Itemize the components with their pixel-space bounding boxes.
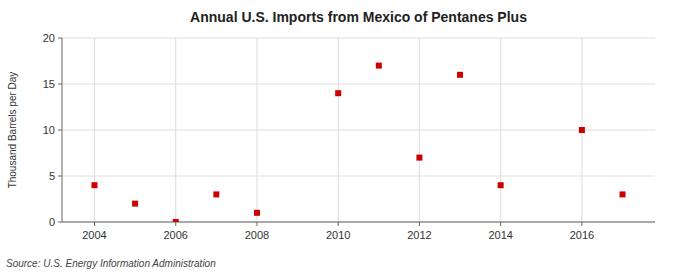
y-axis-label: Thousand Barrels per Day — [7, 72, 18, 189]
point — [132, 201, 138, 207]
x-tick — [581, 222, 582, 226]
point — [376, 63, 382, 69]
x-tick — [419, 222, 420, 226]
y-tick — [58, 222, 62, 223]
y-grid-line — [62, 222, 655, 223]
point — [620, 191, 626, 197]
x-grid-line — [94, 38, 95, 222]
point — [335, 90, 341, 96]
x-axis-line — [62, 222, 655, 223]
point — [254, 210, 260, 216]
source: Source: U.S. Energy Information Administ… — [6, 258, 216, 269]
y-tick — [58, 84, 62, 85]
x-tick — [256, 222, 257, 226]
x-grid-line — [419, 38, 420, 222]
x-grid-line — [256, 38, 257, 222]
x-tick-label: 2012 — [407, 229, 431, 241]
points — [91, 63, 625, 222]
x-tick-label: 2010 — [326, 229, 350, 241]
y-tick — [58, 38, 62, 39]
y-tick-label: 0 — [49, 216, 55, 228]
x-tick-label: 2008 — [245, 229, 269, 241]
y-tick-label: 5 — [49, 170, 55, 182]
y-grid-line — [62, 130, 655, 131]
axes: 0 5 10 15 20 2004 2006 2008 2010 2012 2014 2016 — [43, 32, 655, 241]
x-tick-label: 2014 — [488, 229, 512, 241]
point — [173, 219, 179, 222]
x-tick — [338, 222, 339, 226]
point — [416, 155, 422, 161]
y-tick-label: 15 — [43, 78, 55, 90]
plot-area — [62, 38, 655, 222]
y-grid-line — [62, 84, 655, 85]
grid — [62, 38, 655, 222]
x-tick — [175, 222, 176, 226]
title: Annual U.S. Imports from Mexico of Penta… — [190, 9, 527, 25]
x-tick — [94, 222, 95, 226]
point — [498, 182, 504, 188]
x-grid-line — [338, 38, 339, 222]
x-tick-label: 2006 — [163, 229, 187, 241]
point — [457, 72, 463, 78]
y-grid-line — [62, 176, 655, 177]
x-tick-label: 2016 — [570, 229, 594, 241]
x-grid-line — [500, 38, 501, 222]
point — [91, 182, 97, 188]
point — [213, 191, 219, 197]
chart: 0 5 10 15 20 2004 2006 2008 2010 2012 2014 2016 Annu… — [0, 0, 675, 275]
y-axis-line — [62, 38, 63, 222]
x-tick — [500, 222, 501, 226]
x-tick-label: 2004 — [82, 229, 106, 241]
y-tick — [58, 130, 62, 131]
y-tick-label: 10 — [43, 124, 55, 136]
y-tick — [58, 176, 62, 177]
y-tick-label: 20 — [43, 32, 55, 44]
y-grid-line — [62, 38, 655, 39]
x-grid-line — [175, 38, 176, 222]
point — [579, 127, 585, 133]
